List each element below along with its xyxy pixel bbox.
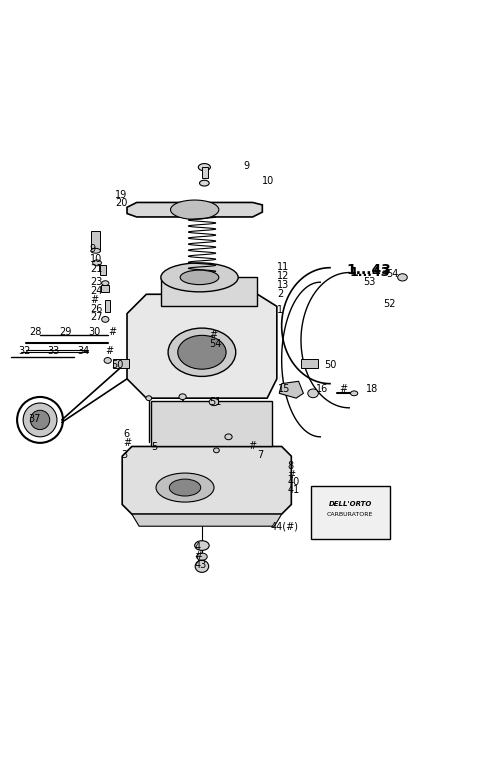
Text: 50: 50 xyxy=(112,361,124,371)
Text: #: # xyxy=(105,347,113,357)
Ellipse shape xyxy=(146,395,152,401)
Text: 1...43: 1...43 xyxy=(347,263,392,277)
Ellipse shape xyxy=(178,336,226,369)
Bar xyxy=(161,277,258,306)
Text: #: # xyxy=(90,295,98,305)
Ellipse shape xyxy=(161,263,238,292)
Polygon shape xyxy=(279,382,303,398)
Text: 51: 51 xyxy=(209,397,222,407)
Text: 19: 19 xyxy=(115,190,127,200)
Polygon shape xyxy=(127,294,277,398)
Text: 8: 8 xyxy=(287,461,294,471)
Text: 2: 2 xyxy=(277,289,283,299)
Ellipse shape xyxy=(308,389,318,398)
Ellipse shape xyxy=(398,274,407,281)
Ellipse shape xyxy=(197,553,207,560)
Text: 54: 54 xyxy=(386,270,399,280)
Text: Pieces-moto.ch: Pieces-moto.ch xyxy=(201,374,285,384)
Ellipse shape xyxy=(213,448,219,453)
Ellipse shape xyxy=(225,434,232,440)
Bar xyxy=(311,486,390,539)
Text: 23: 23 xyxy=(90,277,102,287)
Text: 40: 40 xyxy=(287,477,300,486)
Text: 13: 13 xyxy=(277,280,289,290)
Text: 1...43: 1...43 xyxy=(349,266,390,279)
Ellipse shape xyxy=(200,180,209,186)
Text: 37: 37 xyxy=(28,414,40,424)
Text: 50: 50 xyxy=(324,361,337,371)
Text: 44(#): 44(#) xyxy=(271,521,299,531)
Text: #: # xyxy=(248,441,256,451)
Ellipse shape xyxy=(209,399,219,406)
Text: 27: 27 xyxy=(90,312,103,322)
Text: 4: 4 xyxy=(195,542,201,552)
Ellipse shape xyxy=(31,410,50,430)
Text: #: # xyxy=(209,330,217,340)
Polygon shape xyxy=(127,203,262,217)
Ellipse shape xyxy=(179,394,186,399)
Text: CARBURATORE: CARBURATORE xyxy=(327,511,373,517)
Text: 34: 34 xyxy=(78,347,90,357)
Bar xyxy=(113,359,129,368)
Text: 21: 21 xyxy=(90,263,102,274)
Text: #: # xyxy=(340,385,348,395)
Text: 24: 24 xyxy=(90,286,102,296)
Text: #: # xyxy=(123,437,131,448)
Text: 6: 6 xyxy=(123,430,129,440)
Text: #: # xyxy=(109,327,117,337)
Text: DELL'ORTO: DELL'ORTO xyxy=(329,500,372,507)
Ellipse shape xyxy=(195,541,209,550)
Text: 26: 26 xyxy=(90,304,102,314)
Polygon shape xyxy=(122,447,291,514)
Ellipse shape xyxy=(91,249,101,253)
Text: #: # xyxy=(287,469,295,479)
Text: 9: 9 xyxy=(243,161,249,171)
Text: 32: 32 xyxy=(18,347,30,357)
Text: 41: 41 xyxy=(287,485,300,495)
Text: 29: 29 xyxy=(59,327,72,337)
Ellipse shape xyxy=(102,316,109,322)
Text: 3: 3 xyxy=(121,450,127,460)
Ellipse shape xyxy=(180,270,219,284)
Ellipse shape xyxy=(198,164,210,171)
Ellipse shape xyxy=(350,391,358,395)
Text: 12: 12 xyxy=(277,271,289,281)
Bar xyxy=(151,401,272,447)
Ellipse shape xyxy=(171,200,219,219)
Text: 10: 10 xyxy=(90,253,102,263)
Text: 28: 28 xyxy=(30,327,42,337)
Polygon shape xyxy=(132,514,282,526)
Bar xyxy=(202,167,208,178)
Text: 18: 18 xyxy=(366,385,378,395)
Text: #: # xyxy=(195,551,203,561)
Text: 16: 16 xyxy=(315,385,328,395)
Ellipse shape xyxy=(102,280,109,286)
Text: 11: 11 xyxy=(277,262,289,272)
Text: 53: 53 xyxy=(363,277,375,287)
Ellipse shape xyxy=(23,403,57,437)
Text: 30: 30 xyxy=(88,327,101,337)
Text: 20: 20 xyxy=(115,198,127,208)
Text: 5: 5 xyxy=(151,442,157,452)
Text: 43: 43 xyxy=(195,560,207,570)
Ellipse shape xyxy=(104,357,111,364)
Text: 10: 10 xyxy=(262,176,275,186)
Text: 9: 9 xyxy=(90,244,96,254)
Bar xyxy=(102,284,109,292)
Text: 33: 33 xyxy=(47,347,60,357)
Bar xyxy=(101,265,106,275)
Text: 7: 7 xyxy=(258,450,264,460)
Ellipse shape xyxy=(169,479,201,496)
Text: 52: 52 xyxy=(383,299,396,309)
Ellipse shape xyxy=(93,260,102,266)
Text: 1: 1 xyxy=(277,305,283,315)
Bar xyxy=(91,232,101,251)
Bar xyxy=(301,359,318,368)
Ellipse shape xyxy=(195,560,208,573)
Text: 54: 54 xyxy=(209,339,222,349)
Text: 15: 15 xyxy=(278,385,290,395)
Ellipse shape xyxy=(168,328,236,376)
Ellipse shape xyxy=(156,473,214,502)
Bar xyxy=(105,300,110,312)
